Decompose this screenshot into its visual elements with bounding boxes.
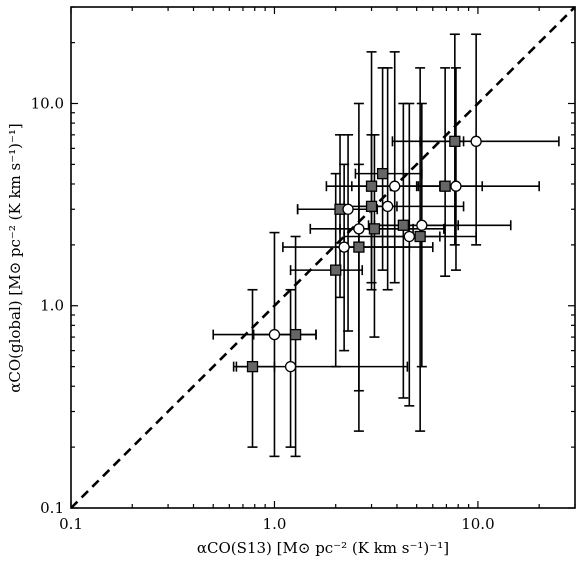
x-tick-label: 10.0 <box>461 515 494 533</box>
y-tick-label: 0.1 <box>40 499 64 517</box>
square-point <box>365 180 378 192</box>
square-point <box>246 360 259 373</box>
x-axis-label: αCO(S13) [M⊙ pc⁻² (K km s⁻¹)⁻¹] <box>197 539 449 557</box>
circle-point <box>284 360 297 373</box>
circle-point <box>403 230 415 243</box>
square-point <box>289 328 302 341</box>
error-bar <box>296 134 379 332</box>
square-point <box>414 230 426 243</box>
square-point <box>368 223 381 235</box>
x-tick-label: 0.1 <box>59 515 83 533</box>
square-point <box>439 180 451 192</box>
error-bar <box>415 67 540 271</box>
circle-point <box>353 223 365 235</box>
x-tick-label: 1.0 <box>263 515 287 533</box>
square-point <box>376 167 389 180</box>
one-to-one-dashed-line <box>70 6 576 509</box>
circle-point <box>416 219 428 231</box>
circle-point <box>450 180 462 192</box>
y-axis-label: αCO(global) [M⊙ pc⁻² (K km s⁻¹)⁻¹] <box>6 123 24 393</box>
circle-point <box>470 135 482 147</box>
square-point <box>353 241 365 253</box>
y-tick-label: 1.0 <box>40 297 64 315</box>
square-point <box>449 135 461 147</box>
data-markers <box>246 135 482 373</box>
circle-point <box>342 203 354 215</box>
tick-labels: 0.1 1.0 10.0 0.1 1.0 10.0 <box>31 94 495 533</box>
square-point <box>365 200 378 213</box>
circle-point <box>338 241 350 253</box>
circle-point <box>381 200 394 213</box>
circle-point <box>389 180 401 192</box>
circle-point <box>268 328 281 341</box>
axis-ticks <box>70 6 576 509</box>
square-point <box>397 219 409 231</box>
square-point <box>330 264 342 276</box>
error-bar <box>212 231 317 458</box>
y-tick-label: 10.0 <box>31 94 64 112</box>
